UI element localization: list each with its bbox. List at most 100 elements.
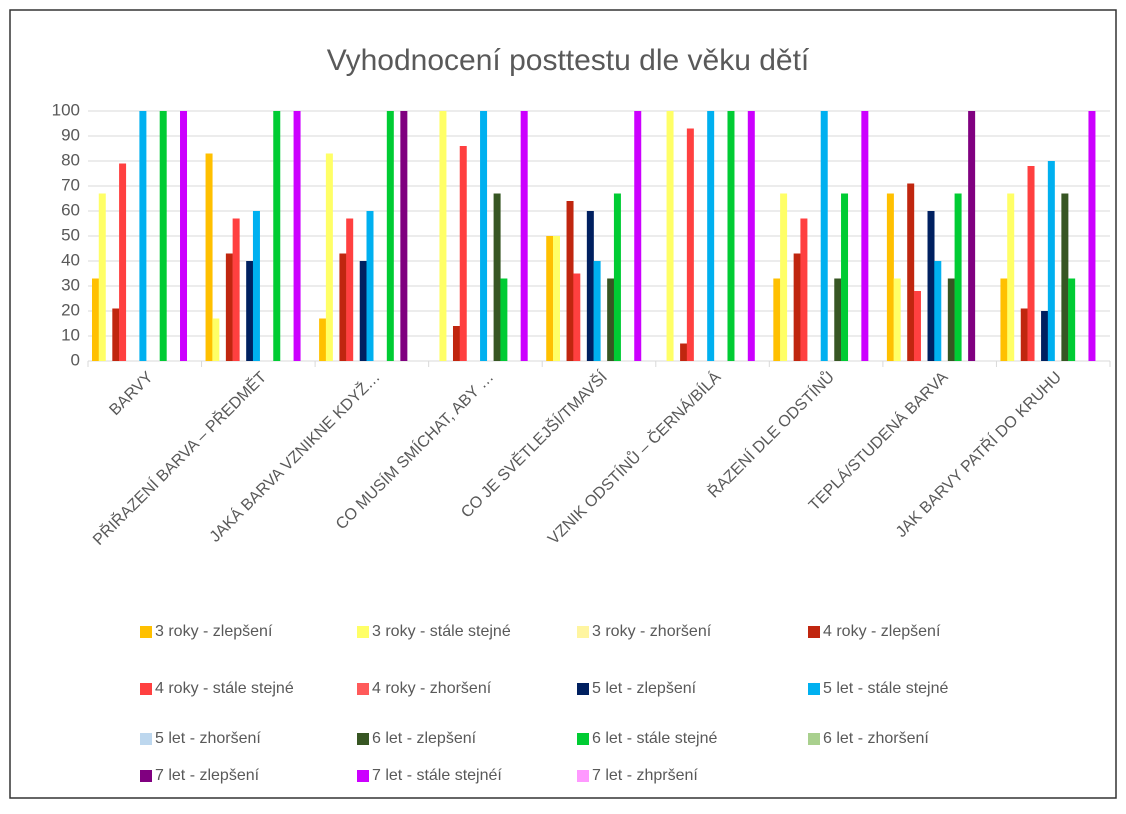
bar — [273, 111, 281, 361]
legend-swatch — [577, 770, 589, 782]
bar — [139, 111, 147, 361]
bar — [400, 111, 408, 361]
bar — [968, 111, 976, 361]
y-tick-label: 80 — [61, 150, 80, 169]
bar — [913, 291, 921, 361]
legend-label: 7 let - stále stejnéí — [372, 767, 502, 784]
bar — [1007, 193, 1015, 361]
y-tick-label: 0 — [71, 350, 80, 369]
bar — [1047, 161, 1055, 361]
bar — [934, 261, 942, 361]
bar — [1088, 111, 1096, 361]
legend-swatch — [140, 683, 152, 695]
legend-label: 3 roky - stále stejné — [372, 623, 511, 640]
legend-swatch — [808, 626, 820, 638]
bar — [480, 111, 488, 361]
bar — [386, 111, 394, 361]
bar — [607, 278, 615, 361]
legend-label: 6 let - stále stejné — [592, 730, 718, 747]
bar — [500, 278, 508, 361]
legend-label: 3 roky - zhoršení — [592, 623, 712, 640]
legend-swatch — [357, 683, 369, 695]
legend-swatch — [357, 770, 369, 782]
bar — [586, 211, 594, 361]
legend-swatch — [140, 733, 152, 745]
y-tick-label: 50 — [61, 225, 80, 244]
bar — [319, 318, 327, 361]
bar — [225, 253, 233, 361]
bar — [552, 236, 560, 361]
legend-label: 4 roky - stále stejné — [155, 680, 294, 697]
bar — [366, 211, 374, 361]
bar — [359, 261, 367, 361]
legend-label: 7 let - zlepšení — [155, 767, 260, 784]
bar — [1041, 311, 1049, 361]
bar — [439, 111, 447, 361]
legend-swatch — [357, 733, 369, 745]
bar — [159, 111, 167, 361]
bar — [1000, 278, 1008, 361]
legend-label: 5 let - zhoršení — [155, 730, 261, 747]
legend-swatch — [140, 626, 152, 638]
legend-swatch — [808, 733, 820, 745]
legend-swatch — [577, 733, 589, 745]
bar — [947, 278, 955, 361]
bar — [907, 183, 915, 361]
legend-label: 6 let - zlepšení — [372, 730, 477, 747]
bar — [834, 278, 842, 361]
bar — [232, 218, 240, 361]
legend-swatch — [577, 626, 589, 638]
bar — [573, 273, 581, 361]
bar — [119, 163, 127, 361]
bar — [1027, 166, 1035, 361]
bar — [205, 153, 213, 361]
bar — [180, 111, 188, 361]
bar — [520, 111, 528, 361]
bar — [954, 193, 962, 361]
bar — [780, 193, 788, 361]
bar — [252, 211, 260, 361]
chart-title: Vyhodnocení posttestu dle věku dětí — [327, 44, 810, 77]
y-tick-label: 20 — [61, 300, 80, 319]
legend-label: 4 roky - zhoršení — [372, 680, 492, 697]
bar — [566, 201, 574, 361]
bar — [727, 111, 735, 361]
bar — [707, 111, 715, 361]
legend-label: 7 let - zhpršení — [592, 767, 698, 784]
bar — [593, 261, 601, 361]
legend-label: 3 roky - zlepšení — [155, 623, 273, 640]
y-tick-label: 40 — [61, 250, 80, 269]
bar — [686, 128, 694, 361]
bar — [112, 308, 120, 361]
bar — [893, 278, 901, 361]
bar — [800, 218, 808, 361]
bar — [613, 193, 621, 361]
legend-swatch — [357, 626, 369, 638]
y-tick-label: 70 — [61, 175, 80, 194]
bar — [634, 111, 642, 361]
bar — [92, 278, 99, 361]
legend-label: 5 let - stále stejné — [823, 680, 949, 697]
legend-swatch — [808, 683, 820, 695]
bar — [293, 111, 301, 361]
bar — [212, 318, 220, 361]
y-tick-label: 30 — [61, 275, 80, 294]
legend-label: 6 let - zhoršení — [823, 730, 929, 747]
legend-swatch — [577, 683, 589, 695]
bar — [793, 253, 801, 361]
bar — [773, 278, 781, 361]
bar — [747, 111, 755, 361]
bar — [98, 193, 106, 361]
bar — [1068, 278, 1076, 361]
bar — [841, 193, 849, 361]
bar — [886, 193, 894, 361]
y-tick-label: 60 — [61, 200, 80, 219]
legend-label: 4 roky - zlepšení — [823, 623, 941, 640]
bar — [1061, 193, 1069, 361]
y-tick-label: 90 — [61, 125, 80, 144]
y-tick-label: 100 — [52, 100, 80, 119]
bar — [339, 253, 347, 361]
bar — [927, 211, 935, 361]
bar — [861, 111, 869, 361]
bar — [246, 261, 254, 361]
